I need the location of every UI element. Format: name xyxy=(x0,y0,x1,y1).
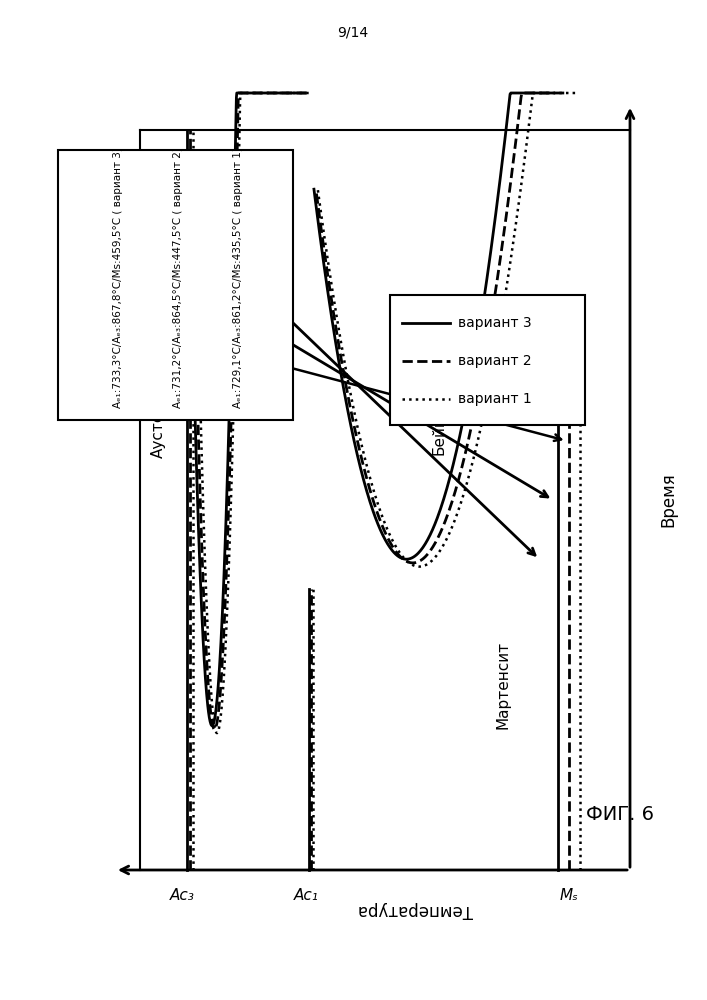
Text: Аустенит: Аустенит xyxy=(151,382,165,458)
Text: Aₑ₁:731,2°C/Aₑ₃:864,5°C/Ms:447,5°C ( вариант 2): Aₑ₁:731,2°C/Aₑ₃:864,5°C/Ms:447,5°C ( вар… xyxy=(173,147,183,408)
Text: ФИГ. 6: ФИГ. 6 xyxy=(586,806,654,824)
Text: Mₛ: Mₛ xyxy=(559,888,578,903)
Text: Ac₁: Ac₁ xyxy=(294,888,319,903)
Bar xyxy=(390,295,585,425)
Text: Бейнит: Бейнит xyxy=(432,397,447,455)
Text: вариант 1: вариант 1 xyxy=(458,392,532,406)
Text: Ac₃: Ac₃ xyxy=(170,888,195,903)
Bar xyxy=(58,150,293,420)
Text: Феррит: Феррит xyxy=(223,307,238,368)
Text: Aₑ₁:729,1°C/Aₑ₃:861,2°C/Ms:435,5°C ( вариант 1): Aₑ₁:729,1°C/Aₑ₃:861,2°C/Ms:435,5°C ( вар… xyxy=(233,147,243,408)
Text: Время: Время xyxy=(659,473,677,527)
Text: Aₑ₁:733,3°C/Aₑ₃:867,8°C/Ms:459,5°C ( вариант 3): Aₑ₁:733,3°C/Aₑ₃:867,8°C/Ms:459,5°C ( вар… xyxy=(113,147,123,408)
Text: Мартенсит: Мартенсит xyxy=(496,641,510,729)
Text: 9/14: 9/14 xyxy=(337,25,368,39)
Text: вариант 2: вариант 2 xyxy=(458,354,532,368)
Text: Температура: Температура xyxy=(358,901,472,919)
Text: вариант 3: вариант 3 xyxy=(458,316,532,330)
